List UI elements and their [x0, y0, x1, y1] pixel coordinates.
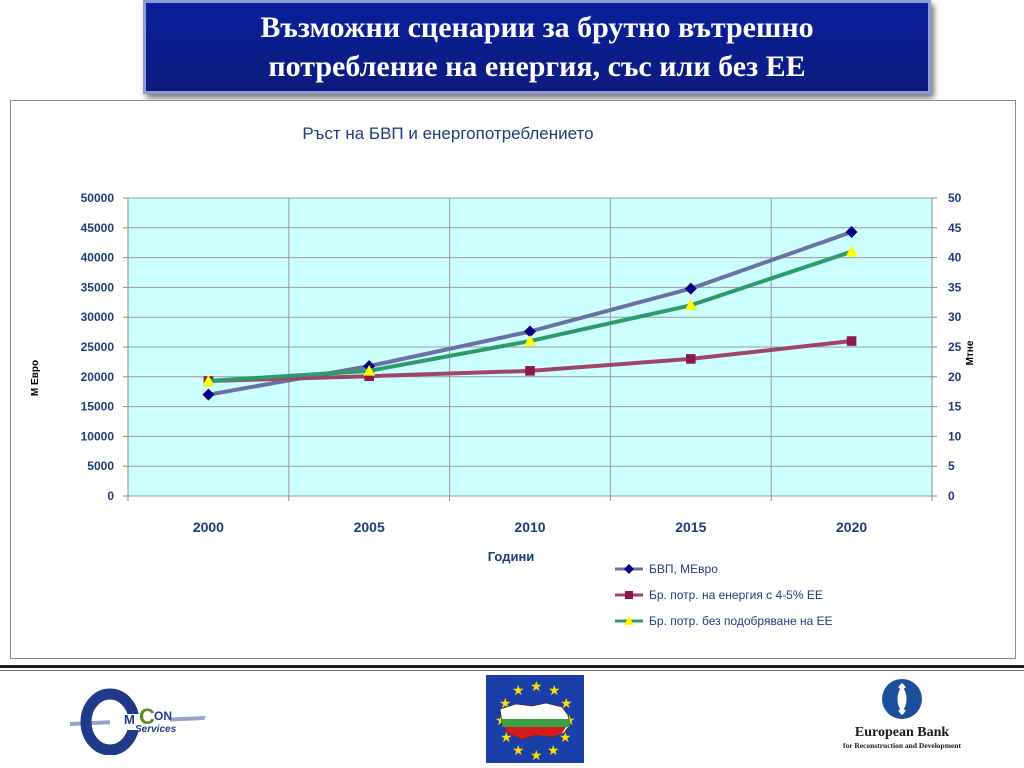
y-right-tick-label: 45	[948, 221, 962, 235]
legend-entry: Бр. потр. на енергия с 4-5% ЕЕ	[615, 588, 823, 602]
chart-title: Ръст на БВП и енергопотреблението	[302, 124, 593, 143]
data-point-square	[525, 366, 535, 376]
data-point-triangle	[845, 245, 858, 257]
x-tick-label: 2020	[836, 519, 867, 535]
legend-label: БВП, МЕвро	[649, 562, 718, 576]
ebrd-logo: European Bank for Reconstruction and Dev…	[843, 679, 961, 750]
data-point-triangle	[202, 374, 215, 386]
data-point-triangle	[684, 299, 697, 311]
footer-divider	[0, 665, 1024, 668]
y-right-tick-label: 10	[948, 429, 962, 443]
data-point-diamond	[845, 225, 858, 238]
y-right-tick-label: 20	[948, 370, 962, 384]
y-axis-left: 0 5000 10000 15000 20000 25000 30000 35000 40000…	[81, 191, 128, 503]
y-right-tick-label: 15	[948, 400, 962, 414]
svg-text:★: ★	[547, 743, 560, 759]
y-left-tick-label: 5000	[87, 459, 114, 473]
emcon-logo-services: Services	[135, 724, 177, 735]
data-point-triangle	[524, 335, 536, 346]
y-right-tick-label: 0	[948, 489, 955, 503]
svg-text:★: ★	[512, 743, 525, 759]
y-axis-left-label: М Евро	[30, 360, 41, 396]
y-left-tick-label: 30000	[81, 310, 115, 324]
y-right-tick-label: 30	[948, 310, 962, 324]
svg-text:★: ★	[530, 679, 543, 695]
ebrd-subtitle: for Reconstruction and Development	[843, 741, 961, 750]
y-axis-right-label: Мтне	[965, 340, 976, 365]
legend-label: Бр. потр. без подобряване на ЕЕ	[649, 614, 833, 628]
y-left-tick-label: 50000	[81, 191, 115, 205]
slide-title-line1: Възможни сценарии за брутно вътрешно	[260, 11, 814, 44]
data-point-diamond	[524, 325, 536, 338]
data-point-diamond	[624, 564, 634, 574]
svg-text:C: C	[139, 704, 155, 729]
data-point-square	[686, 354, 696, 364]
data-point-triangle	[363, 364, 376, 376]
series-layer	[202, 225, 858, 401]
x-tick-label: 2000	[193, 519, 224, 535]
y-left-tick-label: 25000	[81, 340, 115, 354]
legend-entry: Бр. потр. без подобряване на ЕЕ	[615, 614, 833, 628]
slide-title-line2: потребление на енергия, със или без ЕЕ	[268, 50, 806, 83]
data-point-square	[625, 591, 633, 599]
data-point-square	[364, 371, 374, 382]
y-right-tick-label: 40	[948, 251, 962, 265]
y-left-tick-label: 20000	[81, 370, 115, 384]
svg-text:★: ★	[530, 748, 543, 763]
svg-text:★: ★	[512, 683, 525, 699]
slide-title: Възможни сценарии за брутно вътрешно пот…	[260, 8, 813, 86]
y-left-tick-label: 15000	[81, 400, 115, 414]
line-chart: Ръст на БВП и енергопотреблението 0 5000 1…	[30, 124, 976, 628]
x-axis: 2000 2005 2010 2015 2020	[193, 519, 868, 535]
emcon-logo-text: ON	[154, 709, 172, 723]
title-banner: Възможни сценарии за брутно вътрешно пот…	[143, 0, 931, 94]
x-axis-label: Години	[488, 549, 535, 564]
x-tick-label: 2015	[675, 519, 706, 535]
bulgaria-eu-logo: ★ ★ ★ ★ ★ ★ ★ ★ ★ ★ ★ ★	[486, 675, 584, 763]
y-left-tick-label: 40000	[81, 251, 115, 265]
y-right-tick-label: 25	[948, 340, 962, 354]
y-left-tick-label: 35000	[81, 280, 115, 294]
y-right-tick-label: 50	[948, 191, 962, 205]
y-left-tick-label: 0	[107, 489, 114, 503]
svg-text:M: M	[124, 712, 135, 727]
data-point-triangle	[624, 616, 634, 625]
chart-frame: Ръст на БВП и енергопотреблението 0 5000 1…	[10, 100, 1016, 659]
ebrd-name: European Bank	[855, 725, 949, 740]
y-right-tick-label: 35	[948, 280, 962, 294]
y-right-tick-label: 5	[948, 459, 955, 473]
x-tick-label: 2005	[354, 519, 385, 535]
data-point-diamond	[684, 282, 697, 295]
footer-divider-thin	[0, 670, 1024, 671]
y-left-tick-label: 10000	[81, 429, 115, 443]
x-tick-label: 2010	[514, 519, 545, 535]
emcon-logo: M C ON Services	[70, 688, 206, 755]
data-point-square	[846, 336, 857, 346]
y-axis-right: 0 5 10 15 20 25 30 35 40 45 50	[932, 191, 962, 503]
legend-label: Бр. потр. на енергия с 4-5% ЕЕ	[649, 588, 823, 602]
legend-entry: БВП, МЕвро	[615, 562, 718, 576]
data-point-diamond	[202, 388, 215, 401]
y-left-tick-label: 45000	[81, 221, 115, 235]
series-3	[202, 245, 858, 386]
svg-text:★: ★	[548, 683, 561, 699]
legend: БВП, МЕвро Бр. потр. на енергия с 4-5% ЕЕ…	[615, 562, 833, 628]
